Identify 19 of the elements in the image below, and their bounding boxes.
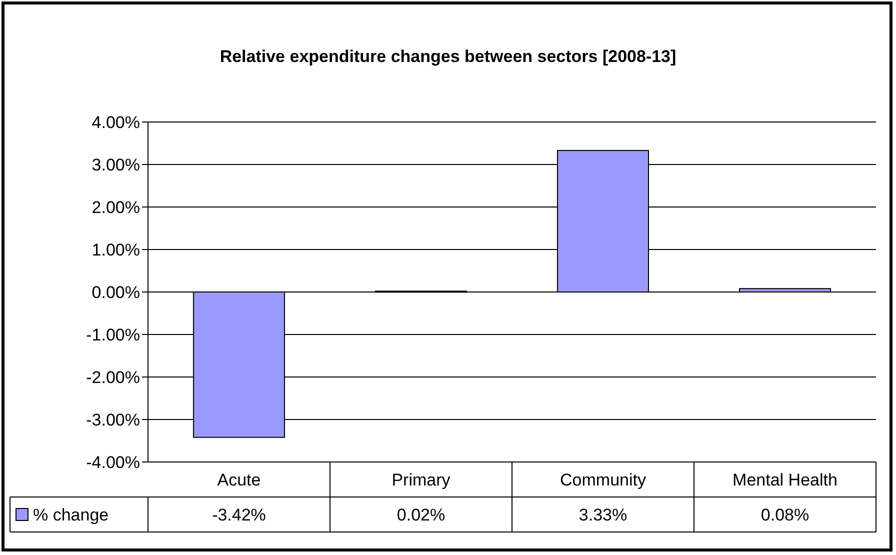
y-tick-label: -2.00% [86, 368, 140, 387]
legend-label: % change [33, 505, 109, 524]
data-label: 0.02% [396, 505, 446, 524]
x-tick-label: Community [560, 470, 646, 490]
x-tick-label: Acute [217, 470, 261, 490]
data-label: 3.33% [578, 505, 628, 524]
y-tick-label: 3.00% [92, 155, 140, 174]
y-tick-label: 2.00% [92, 198, 140, 217]
chart-title: Relative expenditure changes between sectors [2008-13] [220, 47, 676, 66]
x-tick-label: Mental Health [732, 470, 838, 490]
y-tick-label: -3.00% [86, 410, 140, 430]
y-tick-label: -4.00% [86, 452, 140, 472]
data-label: 0.08% [760, 505, 810, 524]
y-tick-label: 0.00% [92, 282, 140, 302]
y-tick-label: -1.00% [86, 325, 140, 344]
data-label: -3.42% [212, 505, 266, 524]
y-tick-label: 4.00% [92, 112, 140, 132]
x-tick-label: Primary [392, 470, 451, 490]
y-tick-label: 1.00% [92, 240, 140, 260]
